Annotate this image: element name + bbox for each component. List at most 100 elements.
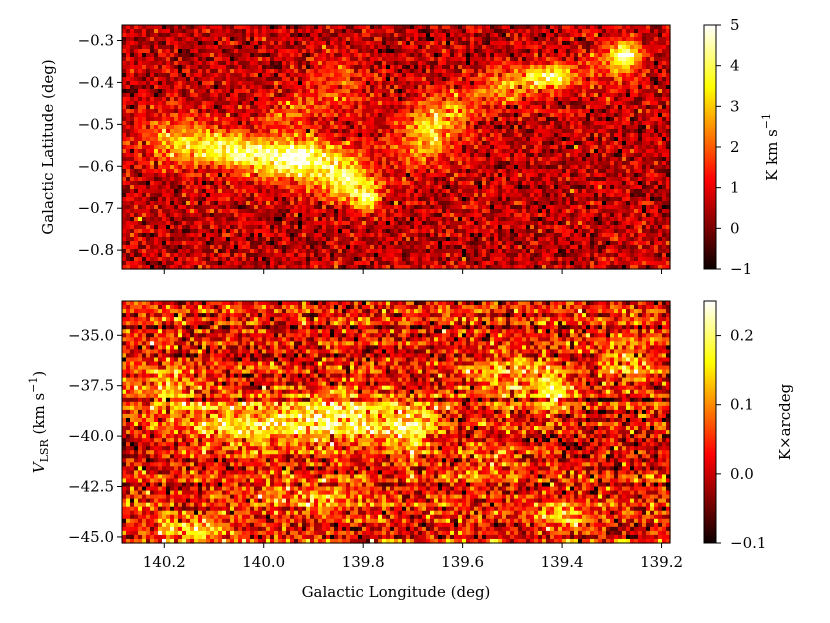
heatmap-cell <box>478 89 483 94</box>
heatmap-cell <box>226 125 231 130</box>
heatmap-cell <box>646 101 651 106</box>
heatmap-cell <box>438 85 443 90</box>
heatmap-cell <box>146 41 151 46</box>
heatmap-cell <box>374 29 379 34</box>
heatmap-cell <box>242 53 247 58</box>
heatmap-cell <box>590 165 595 170</box>
heatmap-cell <box>142 165 147 170</box>
heatmap-cell <box>666 85 671 90</box>
heatmap-cell <box>150 33 155 38</box>
heatmap-cell <box>610 125 615 130</box>
heatmap-cell <box>170 89 175 94</box>
heatmap-cell <box>610 161 615 166</box>
heatmap-cell <box>550 85 555 90</box>
heatmap-cell <box>618 141 623 146</box>
heatmap-cell <box>350 61 355 66</box>
heatmap-cell <box>522 109 527 114</box>
heatmap-cell <box>406 113 411 118</box>
heatmap-cell <box>366 61 371 66</box>
heatmap-cell <box>530 33 535 38</box>
heatmap-cell <box>582 45 587 50</box>
heatmap-cell <box>646 105 651 110</box>
heatmap-cell <box>654 145 659 150</box>
heatmap-cell <box>606 117 611 122</box>
heatmap-cell <box>498 93 503 98</box>
heatmap-cell <box>434 105 439 110</box>
heatmap-cell <box>290 77 295 82</box>
heatmap-cell <box>434 149 439 154</box>
heatmap-cell <box>182 49 187 54</box>
heatmap-cell <box>618 137 623 142</box>
heatmap-cell <box>254 37 259 42</box>
heatmap-cell <box>650 57 655 62</box>
heatmap-cell <box>250 129 255 134</box>
heatmap-cell <box>158 29 163 34</box>
heatmap-cell <box>282 141 287 146</box>
heatmap-cell <box>310 153 315 158</box>
heatmap-cell <box>198 109 203 114</box>
heatmap-cell <box>542 141 547 146</box>
heatmap-cell <box>274 133 279 138</box>
heatmap-cell <box>574 145 579 150</box>
heatmap-cell <box>182 145 187 150</box>
heatmap-cell <box>498 161 503 166</box>
heatmap-cell <box>294 25 299 30</box>
heatmap-cell <box>210 161 215 166</box>
heatmap-cell <box>402 125 407 130</box>
heatmap-cell <box>530 149 535 154</box>
heatmap-cell <box>598 37 603 42</box>
heatmap-cell <box>414 25 419 30</box>
heatmap-cell <box>466 73 471 78</box>
heatmap-cell <box>178 101 183 106</box>
heatmap-cell <box>290 25 295 30</box>
heatmap-cell <box>222 97 227 102</box>
heatmap-cell <box>382 117 387 122</box>
heatmap-cell <box>130 133 135 138</box>
heatmap-cell <box>214 81 219 86</box>
heatmap-cell <box>226 53 231 58</box>
heatmap-cell <box>174 73 179 78</box>
heatmap-cell <box>602 85 607 90</box>
heatmap-cell <box>478 145 483 150</box>
heatmap-cell <box>286 157 291 162</box>
heatmap-cell <box>406 65 411 70</box>
heatmap-cell <box>242 149 247 154</box>
heatmap-cell <box>650 149 655 154</box>
heatmap-cell <box>658 65 663 70</box>
heatmap-cell <box>442 113 447 118</box>
heatmap-cell <box>550 129 555 134</box>
heatmap-cell <box>650 61 655 66</box>
heatmap-cell <box>122 69 127 74</box>
heatmap-cell <box>646 57 651 62</box>
heatmap-cell <box>182 105 187 110</box>
heatmap-cell <box>662 129 667 134</box>
heatmap-cell <box>266 61 271 66</box>
heatmap-cell <box>246 45 251 50</box>
heatmap-cell <box>170 61 175 66</box>
heatmap-cell <box>598 33 603 38</box>
heatmap-cell <box>334 89 339 94</box>
heatmap-cell <box>274 69 279 74</box>
heatmap-cell <box>414 129 419 134</box>
heatmap-cell <box>370 93 375 98</box>
heatmap-cell <box>598 93 603 98</box>
heatmap-cell <box>482 29 487 34</box>
heatmap-cell <box>326 165 331 170</box>
heatmap-cell <box>410 93 415 98</box>
heatmap-cell <box>150 77 155 82</box>
heatmap-cell <box>582 41 587 46</box>
heatmap-cell <box>278 141 283 146</box>
heatmap-cell <box>490 141 495 146</box>
heatmap-cell <box>494 117 499 122</box>
heatmap-cell <box>634 65 639 70</box>
heatmap-cell <box>534 57 539 62</box>
heatmap-cell <box>238 49 243 54</box>
heatmap-cell <box>298 129 303 134</box>
heatmap-cell <box>326 97 331 102</box>
heatmap-cell <box>354 85 359 90</box>
heatmap-cell <box>618 105 623 110</box>
heatmap-cell <box>178 121 183 126</box>
heatmap-cell <box>130 65 135 70</box>
heatmap-cell <box>142 93 147 98</box>
heatmap-cell <box>558 77 563 82</box>
